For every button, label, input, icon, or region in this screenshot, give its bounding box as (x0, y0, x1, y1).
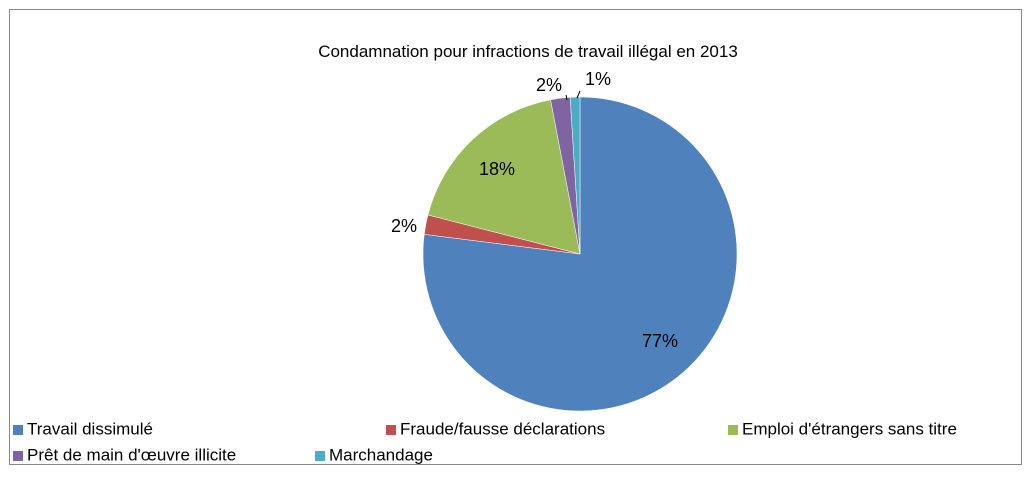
data-label: 77% (642, 331, 678, 351)
pie-slice (569, 96, 581, 255)
leader-line (576, 90, 581, 99)
legend-swatch (13, 451, 23, 461)
pie-slice (427, 99, 581, 255)
legend-label: Prêt de main d'œuvre illicite (27, 445, 236, 464)
legend-swatch (315, 451, 325, 461)
legend-label: Marchandage (329, 445, 433, 464)
legend-swatch (386, 425, 396, 435)
legend-label: Emploi d'étrangers sans titre (742, 419, 957, 438)
leader-line (565, 94, 568, 101)
data-label: 1% (585, 69, 611, 89)
legend-swatch (728, 425, 738, 435)
pie-slice (422, 96, 738, 412)
data-label: 18% (479, 159, 515, 179)
data-label: 2% (391, 216, 417, 236)
legend-label: Fraude/fausse déclarations (400, 419, 605, 438)
legend-swatch (13, 425, 23, 435)
chart-title: Condamnation pour infractions de travail… (318, 42, 738, 61)
legend-label: Travail dissimulé (27, 419, 153, 438)
data-label: 2% (536, 75, 562, 95)
